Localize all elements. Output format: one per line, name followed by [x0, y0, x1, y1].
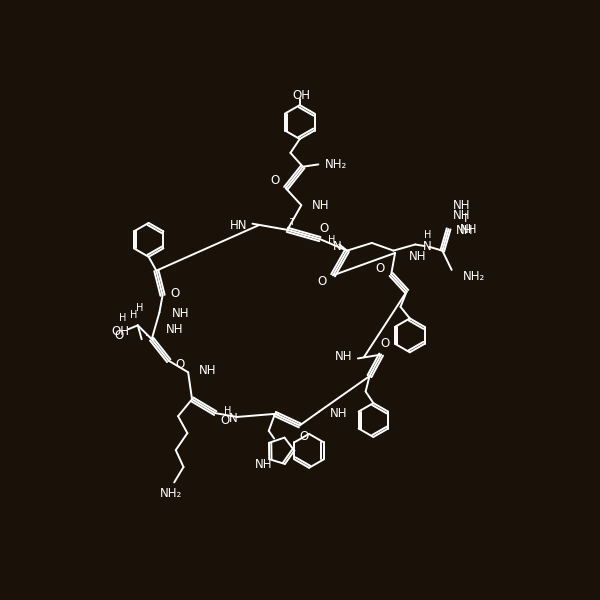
Text: N: N	[423, 239, 432, 253]
Text: HN: HN	[230, 219, 247, 232]
Text: NH: NH	[335, 350, 353, 364]
Text: H: H	[224, 406, 232, 416]
Text: H: H	[424, 230, 431, 240]
Text: NH: NH	[330, 407, 347, 419]
Text: NH: NH	[254, 458, 272, 471]
Text: OH: OH	[292, 89, 310, 103]
Text: H: H	[130, 310, 137, 320]
Text: H: H	[119, 313, 126, 323]
Text: NH₂: NH₂	[463, 269, 485, 283]
Text: H: H	[136, 304, 143, 313]
Text: NH: NH	[457, 224, 474, 237]
Text: O: O	[317, 275, 327, 288]
Text: NH: NH	[452, 199, 470, 212]
Text: O: O	[299, 430, 308, 443]
Text: O: O	[271, 174, 280, 187]
Text: O: O	[170, 287, 179, 300]
Text: O: O	[380, 337, 389, 350]
Text: NH: NH	[199, 364, 217, 377]
Text: NH: NH	[460, 223, 478, 236]
Text: NH: NH	[312, 199, 329, 212]
Text: I: I	[464, 212, 467, 225]
Text: NH: NH	[409, 250, 427, 263]
Text: OH: OH	[112, 325, 130, 338]
Text: NH₂: NH₂	[160, 487, 182, 500]
Text: N: N	[334, 239, 342, 253]
Text: O: O	[175, 358, 184, 371]
Text: N: N	[229, 412, 238, 425]
Text: NH: NH	[166, 323, 183, 337]
Text: O: O	[319, 222, 328, 235]
Text: T: T	[289, 218, 294, 227]
Text: NH: NH	[452, 209, 470, 222]
Text: O: O	[115, 329, 124, 342]
Text: O: O	[220, 415, 229, 427]
Text: NH: NH	[172, 307, 190, 320]
Text: H: H	[328, 235, 335, 245]
Text: O: O	[376, 262, 385, 275]
Text: NH₂: NH₂	[325, 158, 347, 171]
